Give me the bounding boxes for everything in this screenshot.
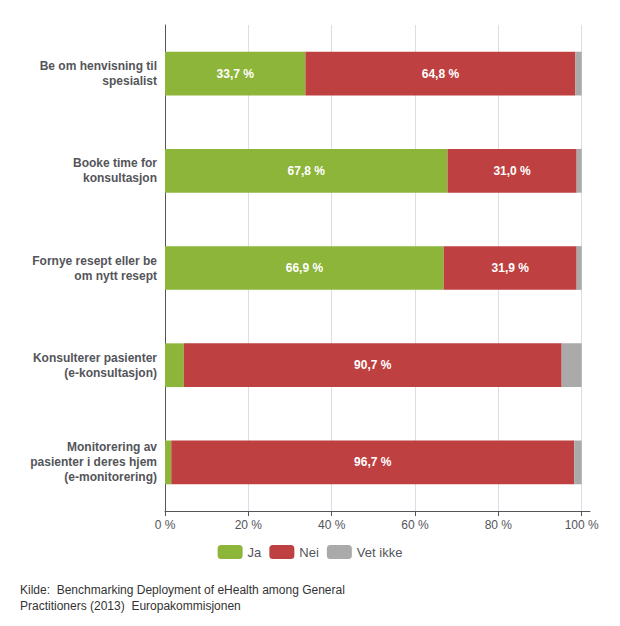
svg-text:100 %: 100 %: [565, 518, 599, 532]
svg-text:om nytt resept: om nytt resept: [74, 269, 157, 283]
svg-text:0 %: 0 %: [155, 518, 176, 532]
svg-text:Nei: Nei: [299, 545, 319, 560]
svg-text:(e-monitorering): (e-monitorering): [64, 470, 157, 484]
svg-text:60 %: 60 %: [401, 518, 429, 532]
svg-text:(e-konsultasjon): (e-konsultasjon): [64, 366, 157, 380]
svg-text:33,7 %: 33,7 %: [217, 67, 255, 81]
svg-text:90,7 %: 90,7 %: [354, 358, 392, 372]
svg-text:spesialist: spesialist: [102, 74, 157, 88]
svg-text:Kilde: Benchmarking Deploymen: Kilde: Benchmarking Deployment of eHealt…: [20, 583, 345, 597]
svg-text:40 %: 40 %: [318, 518, 346, 532]
svg-text:64,8 %: 64,8 %: [422, 67, 460, 81]
svg-text:67,8 %: 67,8 %: [288, 164, 326, 178]
svg-text:Konsulterer pasienter: Konsulterer pasienter: [33, 351, 157, 365]
svg-text:Practitioners (2013) Europako: Practitioners (2013) Europakommisjonen: [20, 599, 241, 613]
svg-text:Vet ikke: Vet ikke: [357, 545, 403, 560]
svg-text:31,0 %: 31,0 %: [493, 164, 531, 178]
svg-text:konsultasjon: konsultasjon: [83, 171, 157, 185]
svg-text:pasienter i deres hjem: pasienter i deres hjem: [30, 455, 157, 469]
svg-text:Be om henvisning til: Be om henvisning til: [40, 59, 157, 73]
svg-text:Ja: Ja: [248, 545, 262, 560]
svg-text:80 %: 80 %: [485, 518, 513, 532]
svg-text:96,7 %: 96,7 %: [354, 455, 392, 469]
svg-text:20 %: 20 %: [235, 518, 263, 532]
svg-text:66,9 %: 66,9 %: [286, 261, 324, 275]
svg-text:Fornye resept eller be: Fornye resept eller be: [32, 254, 157, 268]
svg-text:Monitorering av: Monitorering av: [67, 440, 157, 454]
svg-text:Booke time for: Booke time for: [73, 156, 157, 170]
svg-text:31,9 %: 31,9 %: [492, 261, 530, 275]
